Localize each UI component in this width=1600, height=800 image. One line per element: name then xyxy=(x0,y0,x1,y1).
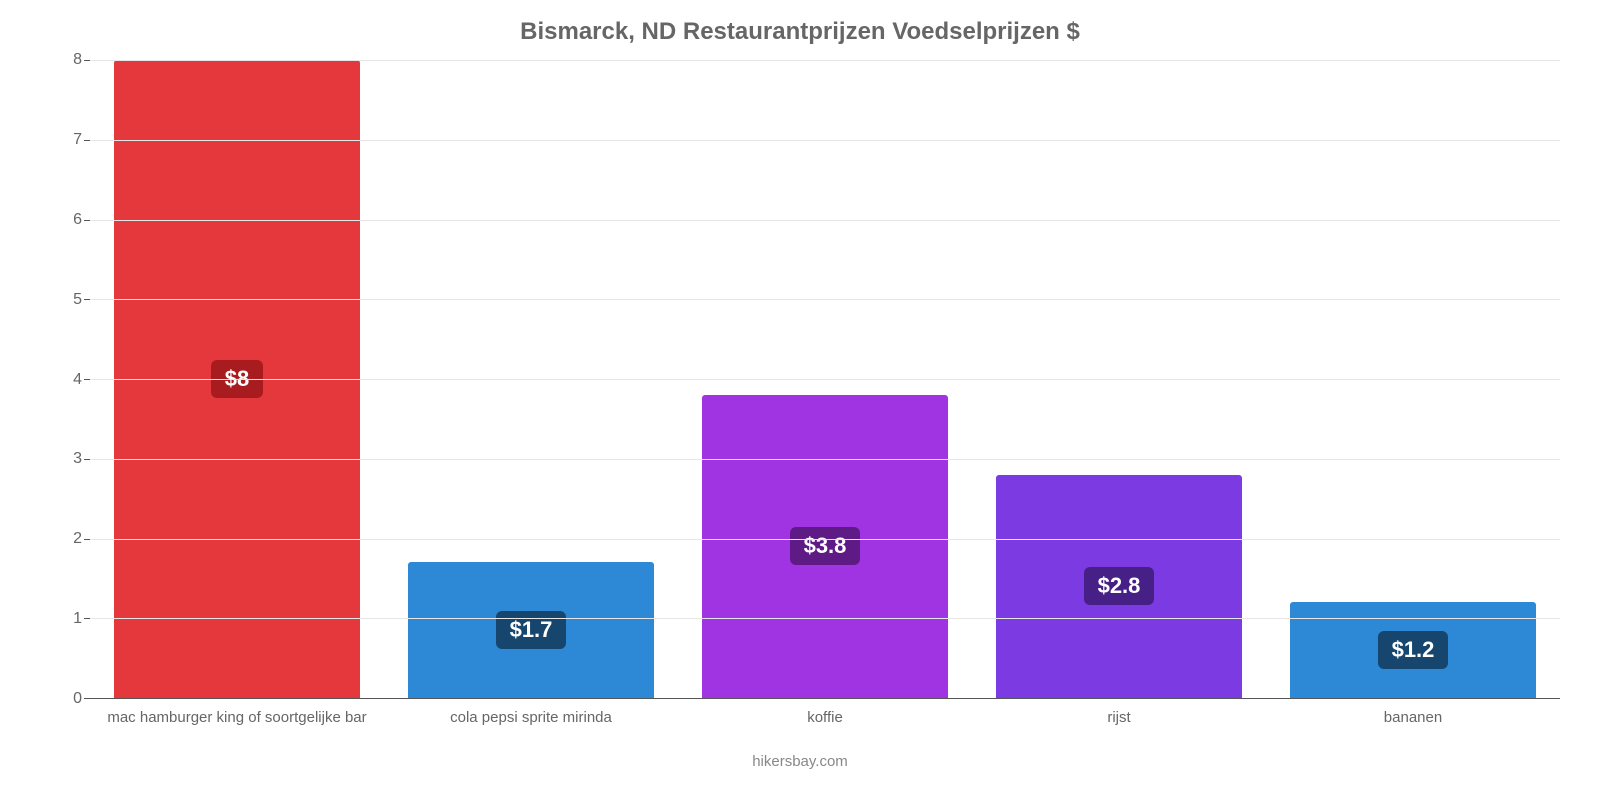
gridline xyxy=(90,60,1560,61)
chart-title: Bismarck, ND Restaurantprijzen Voedselpr… xyxy=(40,18,1560,46)
gridline xyxy=(90,459,1560,460)
gridline xyxy=(90,140,1560,141)
bar: $1.2 xyxy=(1290,602,1537,698)
y-tick-mark xyxy=(84,60,90,61)
bar-value-label: $2.8 xyxy=(1084,567,1155,605)
gridline xyxy=(90,299,1560,300)
y-tick-label: 3 xyxy=(73,450,82,468)
x-category-label: koffie xyxy=(678,699,972,749)
y-tick-label: 2 xyxy=(73,530,82,548)
x-category-label: mac hamburger king of soortgelijke bar xyxy=(90,699,384,749)
y-tick-mark xyxy=(84,140,90,141)
plot-area: 012345678 $8$1.7$3.8$2.8$1.2 xyxy=(40,60,1560,699)
y-tick-label: 4 xyxy=(73,371,82,389)
y-tick-label: 6 xyxy=(73,211,82,229)
y-tick-label: 7 xyxy=(73,131,82,149)
y-tick-mark xyxy=(84,299,90,300)
bar-value-label: $1.2 xyxy=(1378,631,1449,669)
bar: $2.8 xyxy=(996,475,1243,698)
y-tick-label: 8 xyxy=(73,51,82,69)
y-tick-mark xyxy=(84,220,90,221)
x-category-label: rijst xyxy=(972,699,1266,749)
y-tick-mark xyxy=(84,618,90,619)
bar: $1.7 xyxy=(408,562,655,698)
y-tick-mark xyxy=(84,459,90,460)
x-category-label: cola pepsi sprite mirinda xyxy=(384,699,678,749)
attribution-text: hikersbay.com xyxy=(40,753,1560,770)
gridline xyxy=(90,220,1560,221)
y-tick-mark xyxy=(84,698,90,699)
y-axis: 012345678 xyxy=(40,60,90,699)
chart-container: Bismarck, ND Restaurantprijzen Voedselpr… xyxy=(0,0,1600,800)
y-tick-mark xyxy=(84,539,90,540)
bar: $3.8 xyxy=(702,395,949,698)
y-tick-mark xyxy=(84,379,90,380)
bar-value-label: $3.8 xyxy=(790,527,861,565)
x-axis: mac hamburger king of soortgelijke barco… xyxy=(90,699,1560,749)
y-tick-label: 0 xyxy=(73,690,82,708)
bar-value-label: $1.7 xyxy=(496,611,567,649)
x-category-label: bananen xyxy=(1266,699,1560,749)
gridline xyxy=(90,618,1560,619)
y-tick-label: 5 xyxy=(73,291,82,309)
gridline xyxy=(90,539,1560,540)
gridline xyxy=(90,379,1560,380)
y-tick-label: 1 xyxy=(73,610,82,628)
bars-region: $8$1.7$3.8$2.8$1.2 xyxy=(90,60,1560,699)
